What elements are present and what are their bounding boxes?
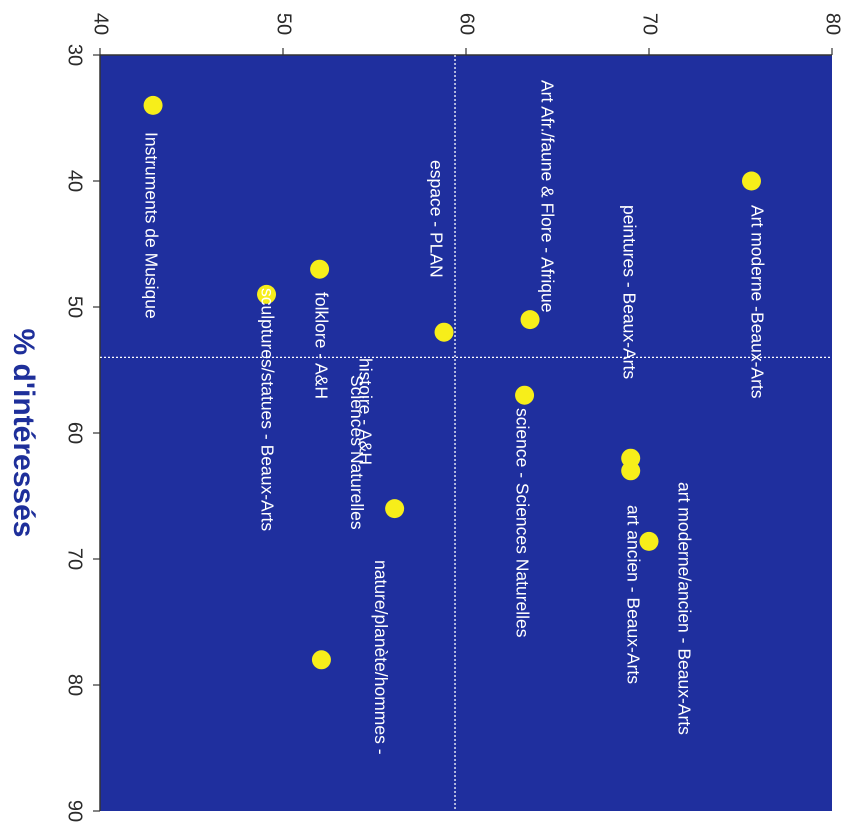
y-tick-label: 50 bbox=[273, 13, 295, 35]
data-point bbox=[310, 259, 330, 279]
x-axis-title: % d'intéressés bbox=[7, 329, 40, 538]
y-tick-label: 60 bbox=[456, 13, 478, 35]
point-label: science - Sciences Naturelles bbox=[512, 408, 532, 638]
point-label: espace - PLAN bbox=[426, 160, 446, 278]
x-tick-label: 80 bbox=[64, 674, 86, 696]
point-label: Art Afr./faune & Flore - Afrique bbox=[537, 80, 557, 312]
data-point bbox=[515, 385, 535, 405]
y-tick-labels: 40 50 60 70 80 bbox=[90, 13, 842, 55]
x-tick-label: 70 bbox=[64, 548, 86, 570]
x-tick-label: 50 bbox=[64, 296, 86, 318]
data-point bbox=[434, 322, 454, 342]
x-tick-label: 40 bbox=[64, 170, 86, 192]
data-points bbox=[143, 95, 761, 670]
point-label: art ancien - Beaux-Arts bbox=[623, 505, 643, 684]
y-tick-label: 70 bbox=[639, 13, 661, 35]
data-point bbox=[385, 499, 405, 519]
point-label: art moderne/ancien - Beaux-Arts bbox=[674, 482, 694, 735]
point-label: histoire - A&H bbox=[355, 358, 375, 465]
point-label: peintures - Beaux-Arts bbox=[619, 205, 639, 379]
data-point bbox=[741, 171, 761, 191]
data-point bbox=[257, 284, 277, 304]
point-label: nature/planète/hommes -Sciences Naturell… bbox=[347, 375, 391, 755]
reference-lines bbox=[100, 55, 832, 811]
x-tick-label: 60 bbox=[64, 422, 86, 444]
y-tick-label: 80 bbox=[822, 13, 842, 35]
x-tick-label: 90 bbox=[64, 800, 86, 822]
y-tick-label: 40 bbox=[90, 13, 112, 35]
data-point bbox=[143, 95, 163, 115]
x-tick-label: 30 bbox=[64, 44, 86, 66]
data-point bbox=[621, 461, 641, 481]
plot-area bbox=[100, 55, 832, 811]
point-label: sculptures/statues - Beaux-Arts bbox=[257, 288, 277, 531]
data-point bbox=[520, 310, 540, 330]
point-label: Art moderne -Beaux-Arts bbox=[747, 205, 767, 399]
point-label: Instruments de Musique bbox=[141, 132, 161, 319]
point-label: folklore - A&H bbox=[311, 292, 331, 399]
x-tick-labels: 30 40 50 60 70 80 90 bbox=[64, 44, 100, 822]
data-point bbox=[311, 650, 331, 670]
point-labels: Art moderne -Beaux-Arts peintures - Beaux… bbox=[141, 80, 767, 755]
data-point bbox=[639, 531, 659, 551]
